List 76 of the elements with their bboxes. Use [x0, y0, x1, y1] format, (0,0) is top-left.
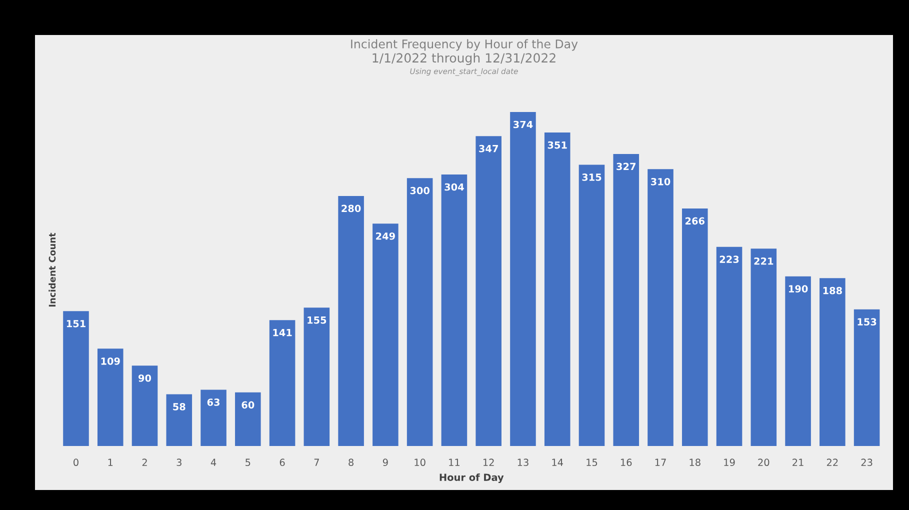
data-label: 249 — [376, 232, 395, 240]
data-label: 310 — [651, 178, 670, 186]
data-label: 374 — [513, 120, 533, 128]
x-tick-label: 17 — [655, 458, 666, 466]
data-label: 90 — [138, 374, 152, 382]
data-label: 153 — [858, 318, 876, 326]
data-label: 315 — [582, 174, 602, 181]
data-label: 109 — [101, 357, 120, 365]
data-label: 190 — [788, 285, 808, 292]
x-axis-title: Hour of Day — [440, 473, 504, 483]
x-tick-label: 1 — [108, 458, 113, 466]
bar — [338, 196, 364, 446]
bar — [613, 154, 640, 446]
bar — [200, 390, 226, 446]
data-label: 266 — [686, 217, 705, 225]
bar — [166, 394, 192, 446]
data-label: 280 — [342, 204, 361, 212]
bar — [235, 392, 261, 446]
bar — [820, 278, 846, 446]
bar — [854, 309, 880, 446]
x-tick-label: 8 — [348, 458, 354, 466]
data-label: 221 — [754, 257, 774, 265]
x-tick-label: 7 — [314, 458, 319, 466]
bar — [544, 132, 570, 446]
x-tick-label: 0 — [74, 458, 78, 466]
data-label: 304 — [444, 183, 464, 191]
x-tick-label: 2 — [142, 458, 147, 466]
x-tick-label: 4 — [210, 458, 216, 466]
bar — [372, 224, 398, 446]
data-label: 155 — [308, 316, 326, 324]
data-label: 351 — [548, 141, 567, 149]
x-tick-label: 13 — [518, 458, 528, 466]
data-label: 151 — [66, 320, 86, 328]
bar — [269, 320, 296, 446]
x-tick-label: 18 — [690, 458, 700, 466]
bar — [648, 169, 674, 446]
x-tick-label: 3 — [176, 458, 182, 466]
bar — [785, 276, 811, 446]
data-label: 141 — [273, 329, 292, 336]
x-tick-label: 11 — [449, 458, 460, 466]
chart-title: Incident Frequency by Hour of the Day — [351, 39, 578, 51]
x-tick-label: 9 — [382, 458, 388, 466]
x-tick-label: 10 — [414, 458, 426, 466]
bar — [441, 174, 468, 446]
bar — [578, 164, 605, 446]
bar — [476, 136, 502, 446]
bar — [682, 208, 708, 446]
data-label: 327 — [616, 162, 636, 170]
x-tick-label: 16 — [621, 458, 632, 466]
bar — [750, 248, 777, 446]
bar — [132, 366, 158, 446]
chart-subtitle: 1/1/2022 through 12/31/2022 — [372, 52, 556, 66]
data-label: 347 — [479, 144, 498, 152]
x-tick-label: 21 — [792, 458, 804, 466]
x-tick-label: 22 — [826, 458, 838, 466]
bar — [510, 112, 536, 446]
x-tick-label: 20 — [758, 458, 770, 466]
x-tick-label: 12 — [483, 458, 494, 466]
x-tick-label: 14 — [552, 458, 563, 466]
data-label: 300 — [410, 186, 430, 194]
data-label: 58 — [173, 403, 186, 410]
bar — [63, 311, 89, 446]
x-tick-label: 5 — [246, 458, 250, 466]
data-label: 223 — [720, 256, 739, 264]
bar — [406, 178, 433, 446]
data-label: 188 — [823, 286, 842, 294]
bar — [304, 308, 330, 446]
x-tick-label: 15 — [586, 458, 598, 466]
bar — [716, 246, 742, 446]
data-label: 63 — [207, 398, 220, 406]
y-axis-title: Incident Count — [48, 232, 56, 307]
x-tick-label: 6 — [280, 458, 285, 466]
bar — [97, 348, 124, 446]
x-tick-label: 23 — [861, 458, 872, 466]
x-tick-label: 19 — [724, 458, 735, 466]
data-label: 60 — [242, 401, 254, 409]
